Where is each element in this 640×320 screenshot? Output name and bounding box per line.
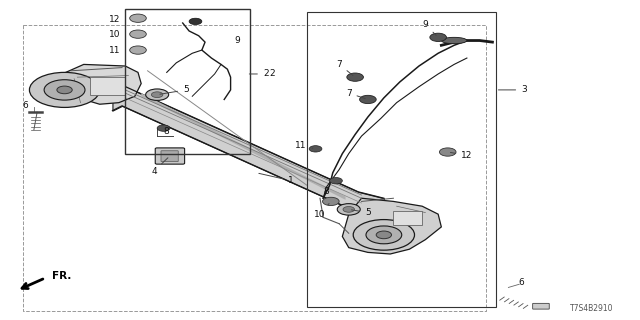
Text: 8: 8	[323, 183, 334, 196]
Text: FR.: FR.	[52, 271, 71, 281]
Text: 11: 11	[295, 141, 313, 150]
Text: 2: 2	[250, 69, 269, 78]
Text: 7: 7	[336, 60, 353, 76]
Circle shape	[309, 146, 322, 152]
Text: 5: 5	[160, 85, 189, 94]
Text: 3: 3	[499, 85, 527, 94]
Circle shape	[376, 231, 392, 239]
Ellipse shape	[442, 37, 467, 44]
Text: 12: 12	[109, 15, 121, 24]
Circle shape	[337, 204, 360, 215]
Circle shape	[430, 33, 447, 42]
Circle shape	[44, 80, 85, 100]
Polygon shape	[44, 64, 141, 104]
Circle shape	[330, 178, 342, 184]
Circle shape	[130, 14, 147, 22]
Text: 6: 6	[518, 278, 524, 287]
Circle shape	[146, 89, 169, 100]
Text: 9: 9	[422, 20, 436, 36]
Text: 1: 1	[259, 173, 294, 185]
FancyBboxPatch shape	[156, 148, 184, 164]
Circle shape	[366, 226, 402, 244]
Circle shape	[323, 197, 339, 205]
Circle shape	[57, 86, 72, 94]
Circle shape	[157, 125, 170, 131]
Text: 10: 10	[109, 30, 121, 39]
Circle shape	[440, 148, 456, 156]
FancyBboxPatch shape	[394, 211, 422, 225]
FancyBboxPatch shape	[161, 151, 178, 162]
Text: 9: 9	[234, 36, 240, 45]
Text: 2: 2	[269, 69, 275, 78]
Circle shape	[29, 72, 100, 108]
Text: 10: 10	[314, 204, 329, 219]
Text: 7: 7	[346, 89, 365, 99]
Text: 5: 5	[351, 208, 371, 217]
Text: 4: 4	[151, 158, 168, 176]
Text: 8: 8	[164, 127, 170, 136]
Text: 11: 11	[109, 45, 121, 55]
Polygon shape	[342, 198, 442, 254]
Circle shape	[360, 95, 376, 104]
FancyBboxPatch shape	[532, 303, 549, 309]
Circle shape	[130, 46, 147, 54]
Circle shape	[353, 220, 415, 250]
Circle shape	[189, 18, 202, 25]
Text: T7S4B2910: T7S4B2910	[570, 304, 614, 313]
Circle shape	[347, 73, 364, 81]
Circle shape	[343, 206, 355, 212]
Circle shape	[130, 30, 147, 38]
Text: 12: 12	[451, 151, 472, 160]
Circle shape	[152, 92, 163, 98]
FancyBboxPatch shape	[90, 77, 125, 95]
Text: 6: 6	[22, 101, 28, 110]
